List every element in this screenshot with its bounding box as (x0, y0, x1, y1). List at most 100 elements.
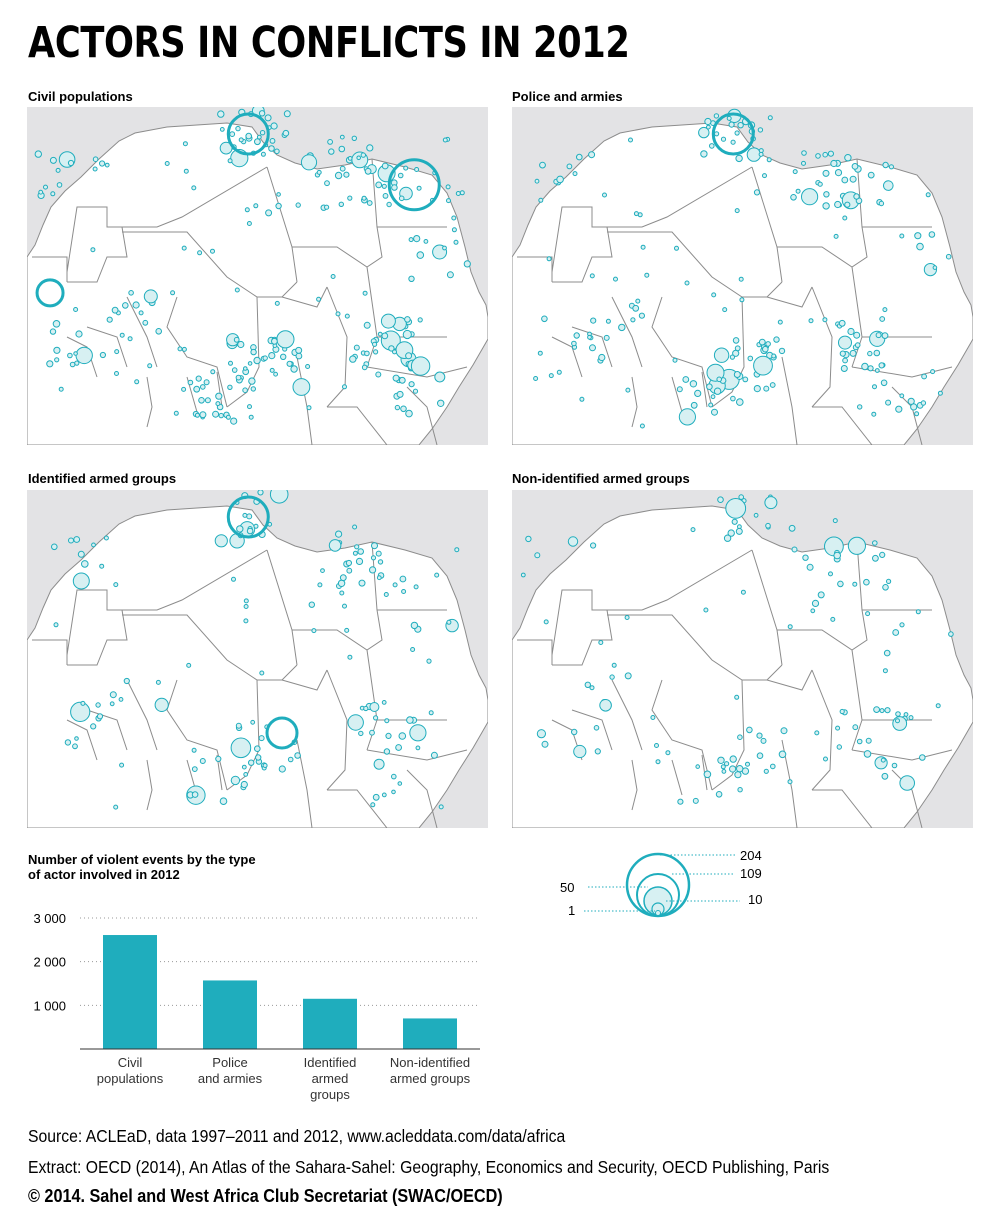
event-circle (925, 192, 931, 198)
event-circle (416, 251, 425, 259)
country-border (611, 679, 643, 751)
event-circle (773, 336, 780, 343)
country-border (607, 231, 783, 298)
event-circle (590, 317, 597, 324)
event-circle (446, 198, 451, 204)
event-circle (828, 571, 833, 577)
event-circle (240, 780, 248, 789)
event-circle (228, 360, 233, 366)
map-non-identified-armed-groups (512, 490, 973, 828)
event-circle (520, 572, 526, 578)
large-event-circle (226, 495, 270, 539)
event-circle (830, 616, 836, 622)
event-circle (92, 156, 99, 163)
bar-1 (103, 935, 157, 1049)
y-tick-label: 3 000 (33, 911, 66, 926)
event-circle (248, 377, 256, 385)
event-circle (426, 658, 432, 664)
event-circle (366, 200, 373, 206)
event-circle (883, 649, 891, 657)
event-circle (690, 401, 698, 409)
event-circle (704, 117, 712, 126)
country-border (86, 709, 128, 751)
event-circle (842, 357, 849, 364)
event-circle (109, 691, 117, 699)
event-circle (765, 522, 771, 529)
event-circle (630, 317, 636, 323)
event-circle (888, 164, 894, 170)
event-circle (383, 592, 389, 597)
event-circle (414, 167, 420, 172)
event-circle (703, 607, 709, 613)
event-circle (541, 315, 548, 323)
event-circle (885, 399, 892, 406)
event-circle (416, 185, 422, 191)
event-circle (567, 536, 579, 547)
event-circle (193, 385, 201, 393)
country-border (406, 769, 438, 828)
event-circle (381, 183, 387, 189)
event-circle (908, 715, 914, 721)
event-circle (442, 137, 448, 143)
event-circle (119, 762, 125, 768)
event-circle (778, 750, 787, 759)
event-circle (56, 182, 63, 188)
event-circle (381, 700, 387, 705)
country-border (701, 371, 708, 408)
event-circle (872, 554, 879, 562)
event-circle (371, 542, 378, 550)
event-circle (154, 697, 169, 712)
legend-label-1: 1 (568, 903, 575, 918)
event-circle (720, 136, 727, 142)
event-circle (253, 203, 259, 209)
bar-3 (303, 998, 357, 1049)
legend-label-204: 204 (740, 848, 762, 863)
event-circle (892, 716, 908, 731)
event-circle (674, 245, 679, 251)
event-circle (738, 276, 744, 282)
event-circle (700, 150, 708, 158)
map-police-and-armies (512, 107, 973, 445)
event-circle (684, 280, 690, 286)
event-circle (402, 329, 412, 340)
event-circle (745, 761, 750, 767)
country-border (551, 549, 753, 656)
event-circle (339, 574, 347, 582)
country-border (67, 226, 128, 283)
country-border (281, 286, 328, 308)
event-circle (734, 345, 741, 352)
event-circle (233, 336, 240, 343)
event-circle (181, 245, 187, 251)
event-circle (347, 654, 353, 660)
large-event-circle (226, 112, 270, 156)
country-border (651, 679, 713, 791)
event-circle (103, 535, 109, 541)
event-circle (118, 697, 124, 702)
x-tick-label: armed (312, 1071, 349, 1086)
event-circle (354, 544, 360, 550)
event-circle (259, 130, 266, 136)
event-circle (384, 718, 390, 724)
event-circle (732, 337, 740, 344)
event-circle (235, 125, 241, 132)
event-circle (556, 369, 562, 375)
event-circle (242, 387, 248, 394)
event-circle (342, 603, 347, 609)
event-circle (736, 398, 744, 406)
event-circle (265, 209, 273, 217)
y-tick-label: 2 000 (33, 955, 66, 970)
event-circle (349, 355, 357, 363)
country-border (777, 541, 868, 651)
event-circle (286, 360, 293, 367)
event-circle (250, 386, 257, 392)
chart-title-line-2: of actor involved in 2012 (28, 867, 180, 882)
event-circle (734, 130, 740, 136)
country-border (766, 669, 813, 691)
event-circle (316, 169, 322, 175)
event-circle (392, 582, 398, 588)
country-border (781, 356, 798, 445)
event-circle (268, 352, 276, 360)
map-title-civil: Civil populations (28, 89, 133, 104)
event-circle (90, 723, 97, 730)
event-circle (746, 147, 762, 162)
